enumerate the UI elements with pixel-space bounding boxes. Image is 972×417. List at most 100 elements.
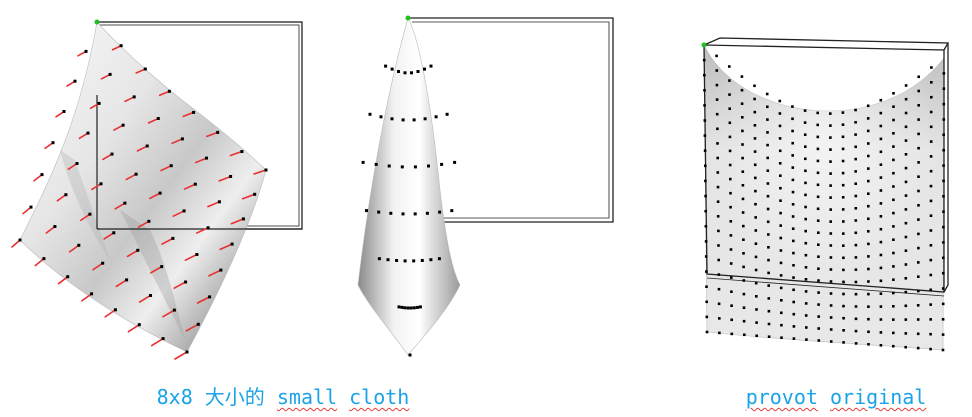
mass-point: [717, 287, 721, 291]
mass-point: [929, 125, 933, 129]
velocity-vector: [81, 293, 93, 302]
mass-point: [904, 263, 908, 266]
mass-point: [804, 205, 807, 209]
mass-point: [816, 123, 819, 127]
bounding-box-frame: [703, 37, 950, 297]
mass-point: [817, 327, 820, 330]
velocity-vector: [127, 323, 141, 333]
mass-point: [753, 124, 757, 127]
velocity-vector: [161, 237, 174, 245]
mass-point: [156, 117, 160, 120]
mass-point: [754, 216, 757, 219]
mass-point: [149, 294, 152, 297]
mass-points: [702, 54, 946, 352]
mass-point: [892, 132, 895, 135]
mass-point: [753, 97, 756, 101]
mass-point: [929, 184, 933, 188]
mass-point: [892, 105, 895, 108]
mass-point: [766, 105, 769, 109]
mass-point: [854, 231, 858, 235]
mass-point: [716, 171, 720, 174]
mass-point: [916, 318, 920, 321]
mass-point: [929, 155, 933, 158]
mass-point: [379, 115, 383, 119]
mass-point: [167, 89, 171, 93]
mass-point: [196, 322, 200, 326]
mass-point: [904, 166, 908, 170]
mass-point: [73, 79, 77, 83]
mass-point: [728, 107, 731, 110]
mass-point: [917, 275, 920, 278]
mass-point: [219, 268, 223, 272]
mass-point: [171, 236, 175, 240]
mass-point: [829, 328, 833, 331]
mass-point: [892, 118, 895, 122]
mass-point: [904, 304, 908, 308]
mass-point: [841, 196, 845, 199]
mass-point: [829, 172, 832, 175]
mass-point: [791, 129, 794, 133]
cloth-fold-shadow: [60, 150, 110, 260]
mass-point: [879, 111, 883, 115]
mass-point: [929, 229, 933, 232]
mass-point: [941, 333, 945, 336]
mass-point: [403, 259, 407, 263]
mass-point: [829, 340, 833, 343]
mass-point: [854, 182, 857, 185]
mass-point: [184, 280, 188, 284]
cloth-highlight: [704, 45, 944, 350]
mass-point: [816, 207, 820, 211]
cloth-surface: [357, 17, 461, 356]
mass-point: [792, 264, 795, 267]
mass-point: [841, 135, 845, 139]
mass-points: [11, 44, 268, 360]
mass-point: [705, 300, 708, 304]
velocity-vector: [174, 351, 188, 360]
mass-point: [879, 279, 883, 283]
mass-point: [892, 344, 895, 348]
mass-point: [917, 118, 920, 121]
mass-point: [829, 244, 833, 247]
mass-point: [854, 145, 857, 149]
mass-point: [930, 95, 933, 99]
mass-point: [403, 306, 407, 310]
mass-point: [703, 89, 706, 92]
mass-point: [842, 268, 845, 272]
mass-point: [892, 158, 895, 162]
anchor-vertex: [405, 15, 411, 21]
mass-point: [779, 286, 783, 290]
mass-point: [904, 111, 908, 115]
bounding-box-frame: [408, 17, 614, 223]
mass-point: [112, 231, 116, 235]
velocity-vector: [196, 296, 211, 304]
mass-point: [767, 271, 770, 275]
mass-point: [803, 109, 807, 112]
mass-point: [778, 137, 782, 140]
mass-point: [804, 290, 808, 293]
mass-point: [930, 66, 933, 69]
mass-point: [729, 234, 733, 237]
mass-point: [816, 183, 820, 187]
mass-point: [791, 154, 794, 157]
mass-point: [728, 163, 732, 167]
mass-point: [791, 203, 795, 206]
mass-point: [241, 217, 245, 221]
mass-point: [942, 179, 945, 183]
mass-point: [841, 171, 845, 175]
mass-point: [779, 224, 782, 227]
mass-point: [942, 195, 945, 198]
mass-point: [743, 333, 746, 337]
mass-point: [829, 268, 833, 271]
mass-point: [879, 163, 883, 166]
mass-point: [401, 212, 405, 216]
mass-point: [792, 312, 796, 316]
mass-point: [854, 256, 858, 259]
mass-point: [916, 346, 920, 350]
velocity-vector: [195, 226, 209, 234]
mass-point: [53, 225, 57, 228]
mass-point: [717, 244, 720, 247]
mass-point: [916, 332, 920, 336]
mass-point: [817, 279, 820, 282]
mass-point: [206, 226, 210, 230]
mass-point: [942, 118, 946, 121]
